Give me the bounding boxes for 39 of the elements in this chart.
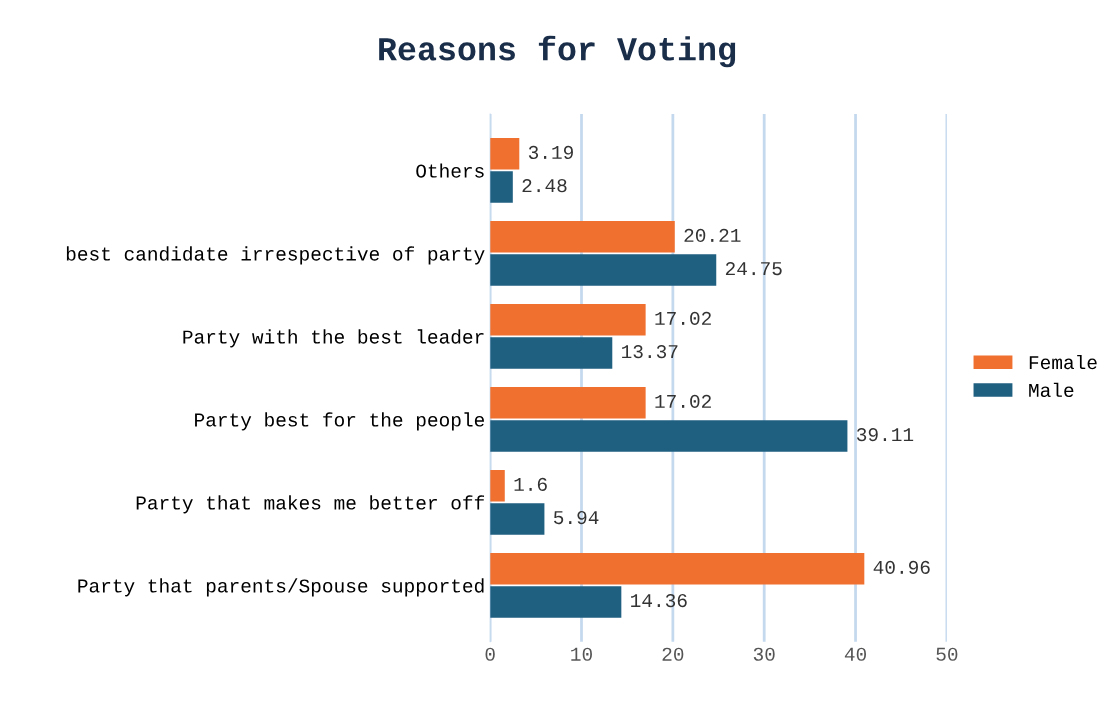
x-tick-label: 0 [485, 647, 495, 661]
data-label: 14.36 [631, 593, 687, 608]
x-tick-label: 10 [571, 647, 592, 661]
y-tick-label: Party with the best leader [183, 329, 484, 348]
bar [490, 304, 646, 336]
data-label: 3.19 [528, 145, 573, 160]
data-label: 17.02 [655, 311, 711, 326]
y-tick-label: best candidate irrespective of party [66, 246, 485, 265]
legend-label: Male [1029, 382, 1074, 398]
x-tick-label: 40 [844, 647, 867, 661]
legend-label: Female [1029, 354, 1097, 370]
bar [490, 470, 505, 502]
bar [490, 221, 675, 253]
y-tick-label: Others [416, 163, 484, 178]
x-tick-label: 20 [662, 647, 684, 661]
bar [490, 171, 513, 203]
data-label: 5.94 [553, 510, 599, 525]
data-label: 17.02 [655, 394, 711, 409]
bar [490, 586, 622, 618]
data-label: 1.6 [514, 477, 547, 491]
bar [490, 254, 717, 286]
data-label: 24.75 [725, 262, 782, 276]
bar [490, 420, 848, 452]
y-tick-label: Party best for the people [195, 412, 484, 431]
data-label: 13.37 [622, 345, 678, 359]
data-label: 39.11 [856, 428, 914, 442]
bar [490, 387, 646, 419]
bar [490, 337, 613, 369]
x-tick-label: 30 [753, 647, 775, 661]
y-tick-label: Party that parents/Spouse supported [78, 578, 484, 597]
bar [490, 503, 545, 535]
data-label: 20.21 [684, 228, 741, 243]
chart-title: Reasons for Voting [379, 35, 736, 68]
bar [490, 552, 865, 585]
x-tick-label: 50 [936, 647, 958, 661]
bar [490, 138, 520, 170]
data-label: 40.96 [873, 560, 930, 574]
y-tick-label: Party that makes me better off [136, 495, 485, 514]
data-label: 2.48 [522, 179, 567, 193]
